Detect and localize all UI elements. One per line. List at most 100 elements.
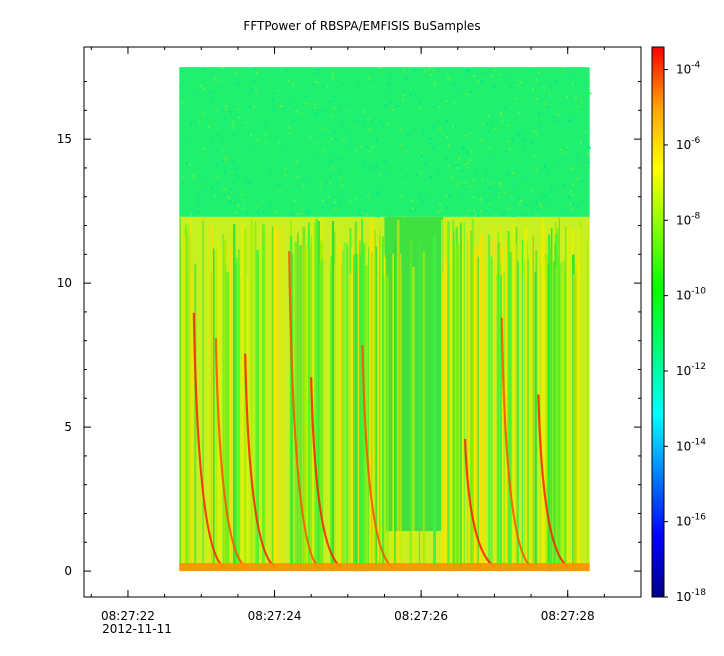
noise-speck [487, 115, 490, 117]
noise-speck [180, 87, 182, 89]
noise-speck [415, 70, 418, 73]
noise-speck [269, 172, 272, 175]
whistler-trace [214, 338, 247, 569]
noise-speck [387, 82, 390, 85]
noise-speck [372, 86, 375, 89]
noise-speck [230, 189, 233, 192]
spectral-streak [224, 264, 227, 572]
noise-speck [257, 139, 260, 142]
colorbar-tick-label: 10-4 [676, 61, 701, 77]
noise-speck [390, 73, 393, 76]
noise-speck [463, 163, 466, 166]
noise-speck [523, 146, 526, 149]
spectral-streak [233, 224, 236, 572]
noise-speck [573, 82, 576, 85]
spectral-streak [482, 237, 485, 572]
noise-speck [182, 176, 185, 179]
noise-speck [470, 150, 473, 153]
whistler-trace [244, 353, 276, 569]
noise-speck [445, 100, 448, 103]
noise-speck [494, 128, 497, 131]
noise-speck [232, 134, 235, 137]
noise-speck [517, 134, 519, 137]
noise-speck [538, 133, 540, 136]
noise-speck [499, 111, 502, 114]
noise-speck [445, 157, 448, 160]
noise-speck [493, 85, 496, 88]
noise-speck [401, 194, 404, 197]
noise-speck [280, 105, 283, 108]
noise-speck [585, 130, 588, 133]
noise-speck [477, 214, 480, 217]
noise-speck [532, 69, 535, 72]
noise-speck [197, 196, 200, 199]
noise-speck [341, 83, 343, 86]
spectral-streak [184, 236, 186, 572]
noise-speck [287, 98, 290, 101]
noise-speck [486, 122, 489, 125]
colorbar-tick-label: 10-14 [676, 437, 706, 453]
noise-speck [476, 73, 479, 76]
noise-speck [236, 108, 239, 111]
noise-speck [371, 146, 374, 148]
noise-speck [375, 190, 378, 193]
noise-speck [469, 69, 471, 72]
noise-speck [555, 80, 558, 83]
spectral-streak [456, 243, 460, 571]
noise-speck [237, 116, 240, 119]
noise-speck [294, 199, 297, 202]
noise-speck [538, 114, 541, 116]
noise-speck [189, 164, 191, 167]
noise-speck [364, 209, 366, 212]
noise-speck [447, 75, 450, 78]
noise-speck [536, 208, 539, 211]
spectral-streak [215, 248, 218, 572]
noise-speck [571, 194, 574, 196]
noise-speck [376, 139, 378, 142]
spectral-streak [526, 258, 529, 572]
noise-speck [500, 185, 503, 188]
noise-speck [379, 174, 382, 177]
noise-speck [411, 199, 414, 202]
noise-speck [243, 207, 246, 209]
noise-speck [181, 101, 184, 104]
spectral-streak [386, 275, 389, 572]
spectral-streak [250, 219, 253, 572]
noise-speck [237, 204, 240, 207]
noise-speck [338, 169, 341, 172]
noise-speck [584, 83, 587, 86]
noise-speck [321, 127, 324, 130]
spectral-streak [552, 261, 556, 572]
noise-speck [229, 110, 232, 113]
noise-speck [198, 201, 201, 204]
noise-speck [224, 157, 227, 160]
noise-speck [330, 159, 333, 161]
noise-speck [241, 193, 244, 196]
noise-speck [279, 104, 282, 107]
spectral-streak [442, 273, 445, 572]
noise-speck [519, 81, 522, 84]
noise-speck [226, 196, 229, 199]
spectral-streak [470, 230, 473, 572]
noise-speck [236, 194, 239, 197]
noise-speck [424, 69, 427, 72]
noise-speck [234, 211, 237, 214]
noise-speck [372, 167, 375, 170]
noise-speck [348, 133, 351, 135]
noise-speck [453, 100, 456, 103]
spectral-streak [449, 243, 452, 572]
noise-speck [201, 113, 204, 116]
noise-speck [389, 100, 392, 103]
noise-speck [369, 128, 372, 131]
noise-speck [434, 143, 437, 146]
noise-speck [572, 83, 575, 86]
noise-speck [561, 208, 564, 211]
noise-speck [420, 151, 423, 153]
noise-speck [257, 208, 260, 211]
noise-speck [233, 125, 235, 128]
spectral-streak [550, 247, 551, 572]
whistler-trace [537, 394, 570, 569]
noise-speck [566, 95, 569, 98]
noise-speck [520, 199, 523, 202]
noise-speck [580, 100, 583, 103]
